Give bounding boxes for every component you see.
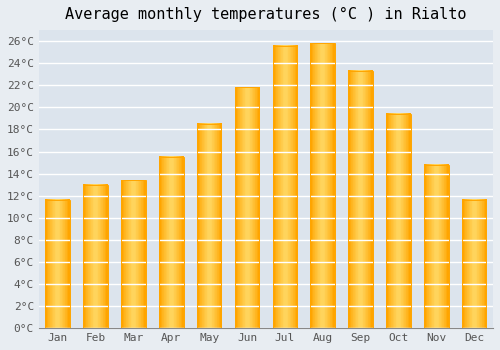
Bar bbox=[272, 46, 297, 328]
Bar bbox=[386, 114, 410, 328]
Title: Average monthly temperatures (°C ) in Rialto: Average monthly temperatures (°C ) in Ri… bbox=[65, 7, 466, 22]
Bar bbox=[310, 43, 335, 328]
Bar bbox=[84, 185, 108, 328]
Bar bbox=[159, 157, 184, 328]
Bar bbox=[197, 124, 222, 328]
Bar bbox=[348, 71, 373, 328]
Bar bbox=[121, 180, 146, 328]
Bar bbox=[462, 200, 486, 328]
Bar bbox=[424, 165, 448, 328]
Bar bbox=[46, 200, 70, 328]
Bar bbox=[234, 88, 260, 328]
